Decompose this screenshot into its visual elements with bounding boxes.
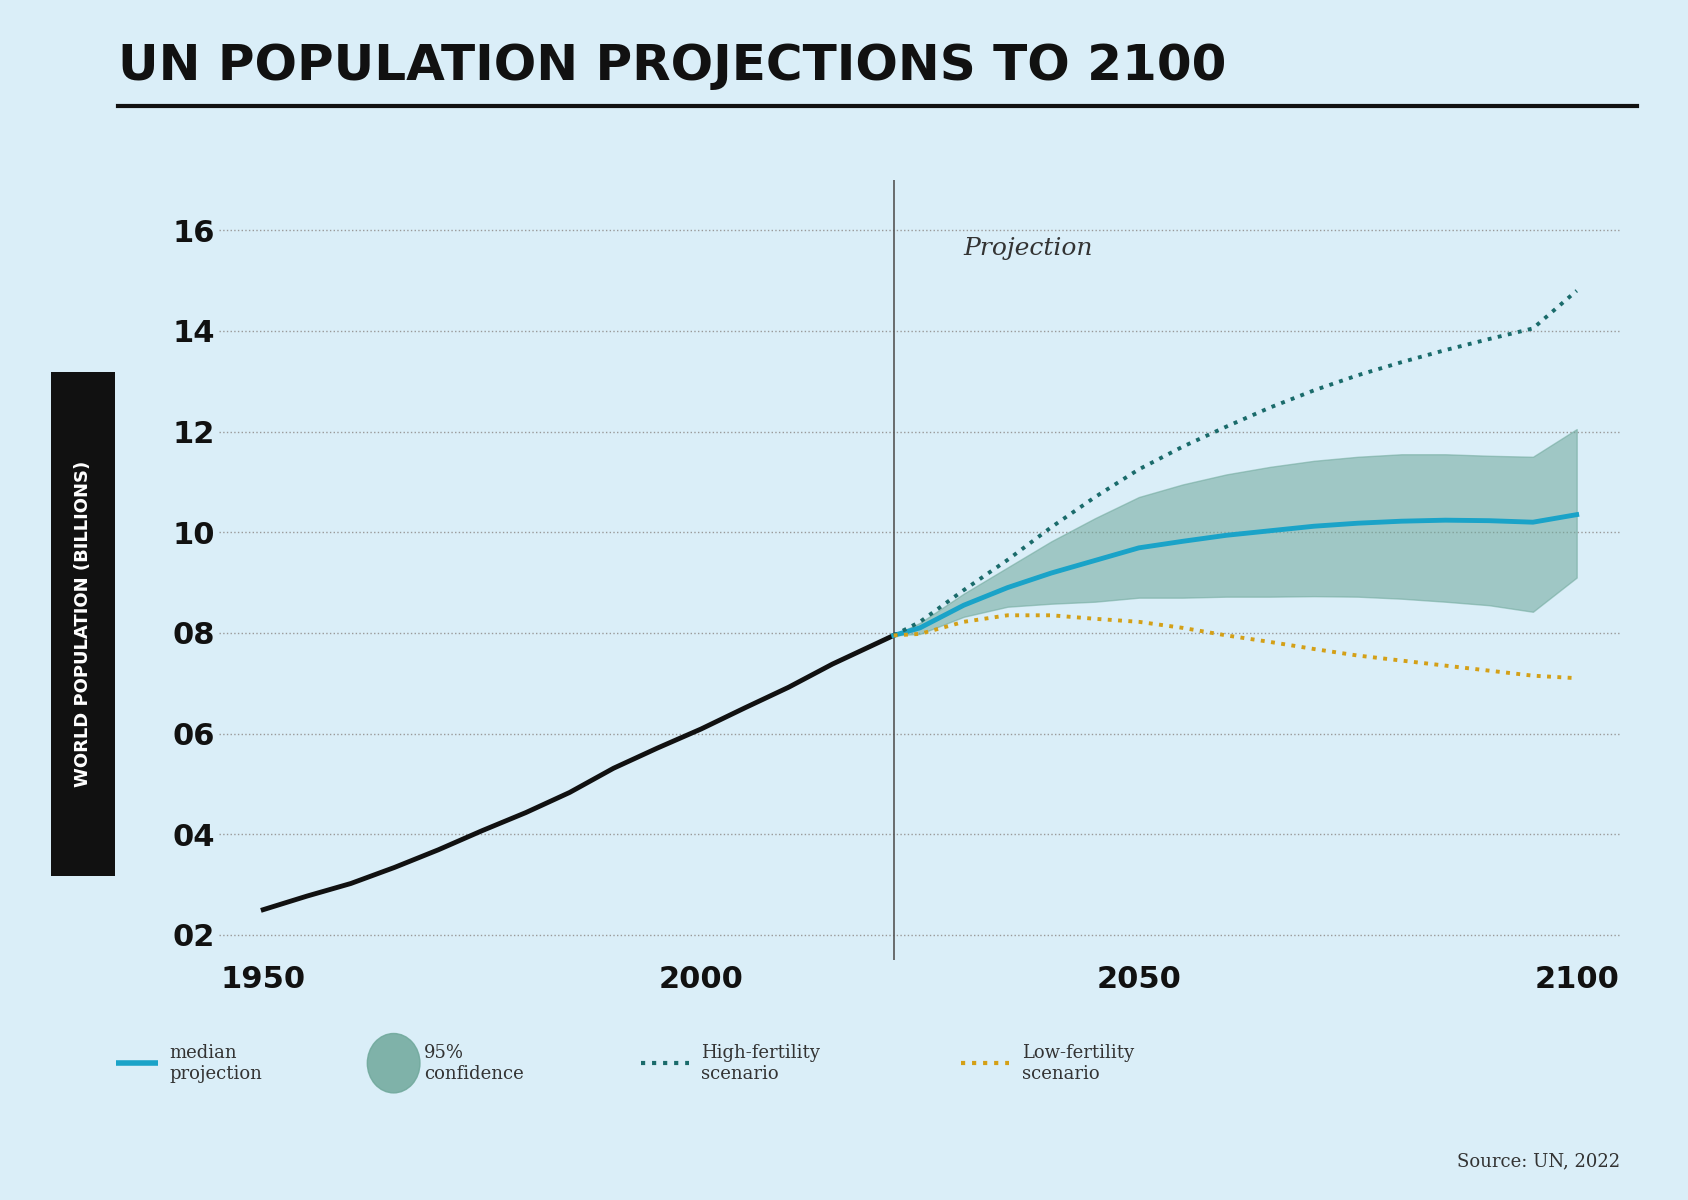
Ellipse shape xyxy=(368,1033,420,1093)
Text: WORLD POPULATION (BILLIONS): WORLD POPULATION (BILLIONS) xyxy=(74,461,91,787)
Text: UN POPULATION PROJECTIONS TO 2100: UN POPULATION PROJECTIONS TO 2100 xyxy=(118,42,1227,90)
Text: Low-fertility
scenario: Low-fertility scenario xyxy=(1023,1044,1134,1082)
Text: Source: UN, 2022: Source: UN, 2022 xyxy=(1457,1152,1620,1170)
Text: Projection: Projection xyxy=(964,238,1094,260)
Text: 95%
confidence: 95% confidence xyxy=(424,1044,523,1082)
Text: median
projection: median projection xyxy=(169,1044,262,1082)
Text: High-fertility
scenario: High-fertility scenario xyxy=(702,1044,820,1082)
